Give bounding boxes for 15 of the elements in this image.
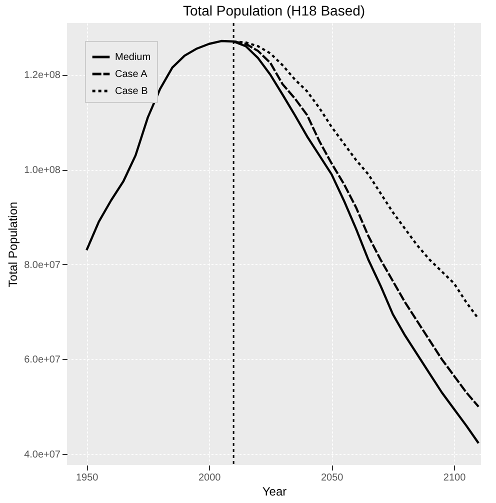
legend-label: Medium	[115, 52, 151, 63]
y-tick-label: 4.0e+07	[24, 450, 61, 461]
x-tick-label: 2000	[198, 472, 222, 484]
x-tick-label: 2100	[443, 472, 466, 484]
x-tick-label: 1950	[76, 472, 99, 484]
legend-label: Case B	[115, 86, 148, 97]
x-tick-label: 2050	[320, 472, 344, 484]
y-tick-label: 1.0e+08	[24, 165, 61, 176]
y-tick-label: 8.0e+07	[24, 260, 61, 271]
legend-label: Case A	[115, 69, 148, 80]
y-tick-label: 1.2e+08	[24, 70, 61, 82]
y-axis-title: Total Population	[6, 202, 20, 288]
y-tick-label: 6.0e+07	[24, 354, 61, 366]
x-axis-title: Year	[262, 484, 287, 498]
chart-title: Total Population (H18 Based)	[182, 2, 366, 18]
